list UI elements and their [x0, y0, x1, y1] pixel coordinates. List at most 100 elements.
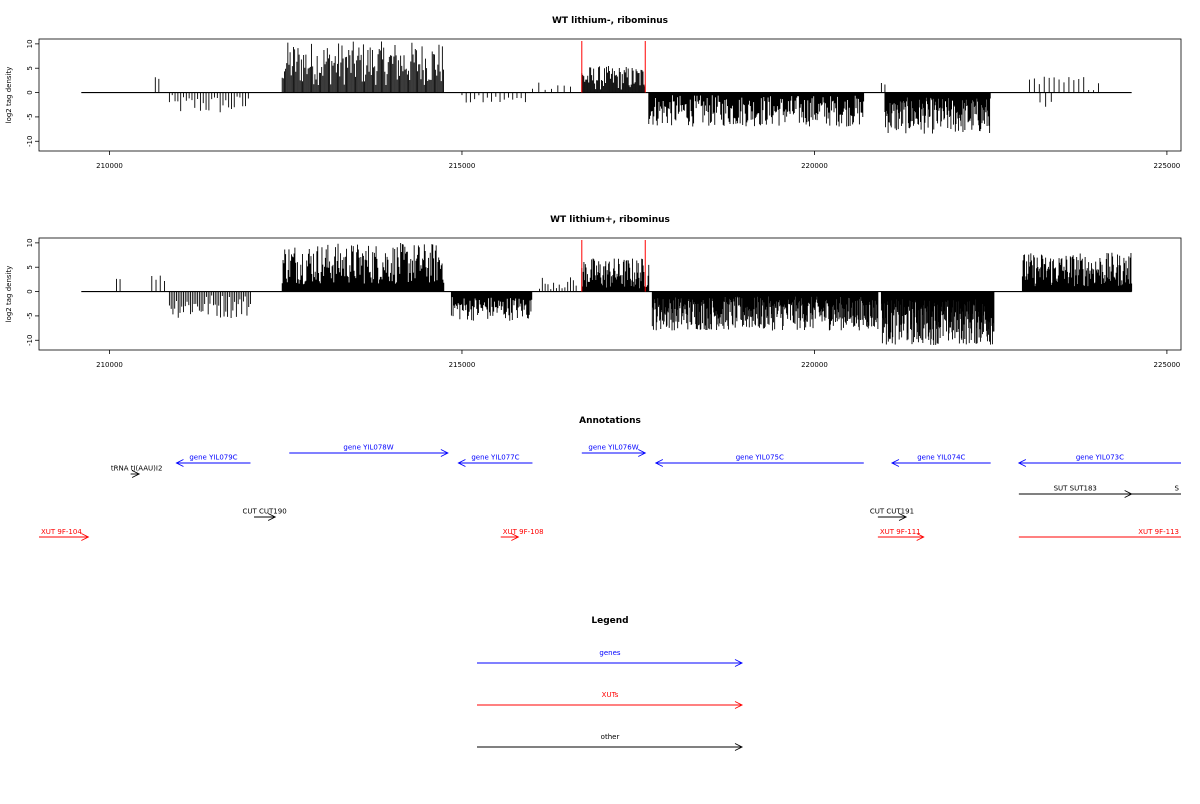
- x-tick-label: 220000: [801, 162, 828, 170]
- arrow-right-icon: [898, 513, 908, 521]
- feature-label: gene YIL077C: [471, 454, 519, 462]
- legend-item-xuts: XUTs: [477, 691, 744, 709]
- arrow-right-icon: [81, 533, 90, 541]
- density-region-0: [116, 278, 121, 292]
- feature-xut-9f-108: XUT 9F-108: [500, 528, 544, 541]
- arrow-right-icon: [511, 533, 520, 541]
- feature-gene-yil076w: gene YIL076W: [581, 444, 647, 457]
- feature-label: gene YIL078W: [343, 444, 393, 452]
- feature-label: CUT CUT191: [870, 508, 914, 516]
- plot-frame-lithium-minus: [38, 38, 1182, 152]
- feature-label: gene YIL076W: [588, 444, 638, 452]
- y-tick-label: -5: [26, 113, 34, 120]
- feature-cut-cut190: CUT CUT190: [242, 508, 287, 521]
- feature-s: S: [1131, 485, 1181, 495]
- feature-label: XUT 9F-104: [41, 528, 82, 536]
- y-tick-label: 10: [26, 238, 34, 247]
- y-tick-label: 5: [26, 66, 34, 70]
- y-axis-label-lithium-plus: log2 tag density: [5, 266, 13, 323]
- track-panel-lithium-plus: WT lithium+, ribominus 210000 215000 22000…: [5, 215, 1182, 369]
- density-region-4: [450, 291, 533, 321]
- y-tick-label: -5: [26, 312, 34, 319]
- x-tick-label: 225000: [1154, 361, 1181, 369]
- x-tick-label: 215000: [449, 162, 476, 170]
- feature-cut-cut191: CUT CUT191: [870, 508, 914, 521]
- y-tick-label: -10: [26, 335, 34, 346]
- feature-gene-yil078w: gene YIL078W: [289, 444, 449, 457]
- feature-label: gene YIL073C: [1076, 454, 1124, 462]
- arrow-right-icon: [916, 533, 925, 541]
- arrow-left-icon: [1017, 459, 1027, 467]
- axes-lithium-minus: 210000 215000 220000 225000 -10 -5 0 5 10: [26, 39, 1180, 170]
- legend-label: other: [601, 733, 620, 741]
- arrow-right-icon: [440, 449, 449, 457]
- feature-xut-9f-111: XUT 9F-111: [877, 528, 925, 541]
- feature-label: tRNA tI(AAU)I2: [111, 465, 163, 473]
- feature-label: SUT SUT183: [1054, 485, 1097, 493]
- legend-title: Legend: [591, 616, 628, 626]
- arrow-right-icon: [1124, 490, 1133, 498]
- x-tick-label: 225000: [1154, 162, 1181, 170]
- y-tick-label: 5: [26, 265, 34, 269]
- plot-frame-lithium-plus: [38, 237, 1182, 351]
- arrow-left-icon: [654, 459, 664, 467]
- legend: Legend genes XUTs other: [477, 616, 744, 751]
- y-tick-label: 0: [26, 289, 34, 293]
- arrow-left-icon: [890, 459, 900, 467]
- arrow-right-icon: [131, 470, 141, 478]
- density-region-2: [281, 41, 444, 93]
- density-region-4: [532, 82, 571, 93]
- axes-lithium-plus: 210000 215000 220000 225000 -10 -5 0 5 10: [26, 238, 1180, 369]
- feature-gene-yil075c: gene YIL075C: [654, 454, 864, 467]
- feature-gene-yil079c: gene YIL079C: [175, 454, 251, 467]
- density-region-7: [880, 83, 886, 93]
- arrow-right-icon: [734, 659, 744, 667]
- feature-label: gene YIL079C: [189, 454, 237, 462]
- feature-label: gene YIL075C: [736, 454, 784, 462]
- density-region-1: [168, 92, 249, 113]
- density-region-3: [461, 92, 526, 103]
- track-panel-lithium-minus: WT lithium-, ribominus 210000 215000 22000…: [5, 16, 1182, 170]
- arrow-right-icon: [267, 513, 277, 521]
- density-region-6: [648, 92, 865, 127]
- arrow-right-icon: [734, 701, 744, 709]
- y-tick-label: 0: [26, 90, 34, 94]
- density-region-7: [651, 291, 879, 331]
- feature-label: XUT 9F-111: [880, 528, 921, 536]
- density-region-5: [539, 277, 577, 292]
- legend-item-other: other: [477, 733, 744, 751]
- x-tick-label: 215000: [449, 361, 476, 369]
- density-region-6: [581, 258, 650, 292]
- feature-label: XUT 9F-108: [503, 528, 544, 536]
- legend-items: genes XUTs other: [477, 649, 744, 751]
- y-tick-label: 10: [26, 39, 34, 48]
- feature-trna-ti-aau-i2: tRNA tI(AAU)I2: [111, 465, 163, 478]
- arrow-left-icon: [457, 459, 466, 467]
- feature-gene-yil077c: gene YIL077C: [457, 454, 533, 467]
- annotation-features: gene YIL079C gene YIL078W gene YIL077C gene…: [39, 444, 1181, 541]
- arrow-right-icon: [734, 743, 744, 751]
- density-region-2: [168, 291, 251, 319]
- y-axis-label-lithium-minus: log2 tag density: [5, 67, 13, 124]
- feature-xut-9f-113: XUT 9F-113: [1018, 528, 1181, 538]
- density-region-5: [581, 66, 646, 93]
- density-marks-lithium-plus: [81, 240, 1133, 346]
- feature-gene-yil074c: gene YIL074C: [890, 454, 991, 467]
- density-region-8: [884, 92, 991, 134]
- x-tick-label: 210000: [96, 361, 123, 369]
- feature-label: CUT CUT190: [242, 508, 286, 516]
- legend-label: genes: [599, 649, 620, 657]
- y-tick-label: -10: [26, 136, 34, 147]
- density-region-8: [880, 291, 995, 346]
- feature-gene-yil073c: gene YIL073C: [1017, 454, 1181, 467]
- track-title-lithium-minus: WT lithium-, ribominus: [552, 16, 668, 26]
- feature-sut-sut183: SUT SUT183: [1018, 485, 1133, 498]
- feature-label: S: [1175, 485, 1180, 493]
- feature-label: XUT 9F-113: [1138, 528, 1179, 536]
- density-region-0: [154, 77, 160, 93]
- annotations-title: Annotations: [579, 416, 641, 426]
- density-region-9: [1021, 252, 1133, 292]
- arrow-left-icon: [175, 459, 184, 467]
